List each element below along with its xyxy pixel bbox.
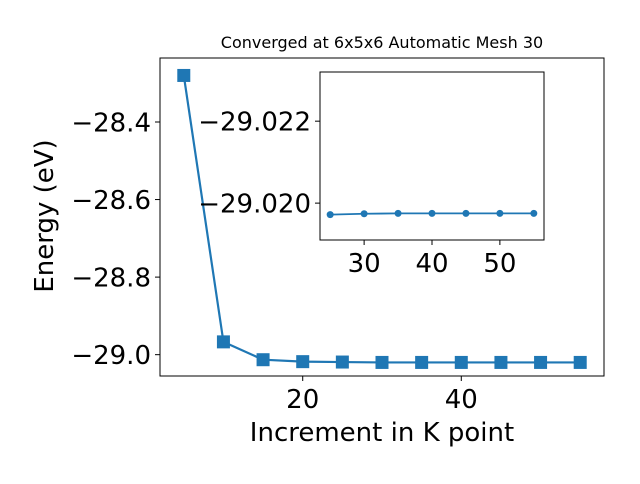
- main-x-tick-label: 20: [286, 385, 319, 415]
- main-data-point: [375, 355, 389, 369]
- inset-x-tick-label: 40: [415, 249, 448, 279]
- main-data-point: [573, 355, 587, 369]
- main-y-tick-label: −28.8: [71, 263, 151, 293]
- y-axis-label: Energy (eV): [30, 139, 60, 292]
- main-data-point: [296, 355, 310, 369]
- main-data-point: [216, 335, 230, 349]
- inset-plot: 30 40 50 −29.022 −29.020: [198, 71, 545, 279]
- inset-data-point: [530, 209, 538, 217]
- inset-data-point: [326, 211, 334, 219]
- inset-data-point: [462, 209, 470, 217]
- main-data-point: [177, 68, 191, 82]
- main-data-point: [335, 355, 349, 369]
- main-data-point: [454, 355, 468, 369]
- inset-x-tick-label: 30: [348, 249, 381, 279]
- inset-y-tick-label: −29.022: [198, 108, 311, 138]
- inset-data-point: [360, 210, 368, 218]
- inset-y-tick-label: −29.020: [198, 189, 311, 219]
- inset-x-tick-label: 50: [483, 249, 516, 279]
- main-data-point: [494, 355, 508, 369]
- main-y-tick-label: −28.6: [71, 186, 151, 216]
- main-data-point: [256, 353, 270, 367]
- x-axis-label: Increment in K point: [250, 418, 514, 448]
- inset-data-point: [428, 209, 436, 217]
- inset-data-point: [496, 209, 504, 217]
- main-y-tick-label: −29.0: [71, 341, 151, 371]
- main-data-point: [534, 355, 548, 369]
- main-x-tick-label: 40: [445, 385, 478, 415]
- main-y-tick-label: −28.4: [71, 108, 151, 138]
- inset-data-point: [394, 209, 402, 217]
- main-data-point: [415, 355, 429, 369]
- chart-title: Converged at 6x5x6 Automatic Mesh 30: [221, 33, 543, 52]
